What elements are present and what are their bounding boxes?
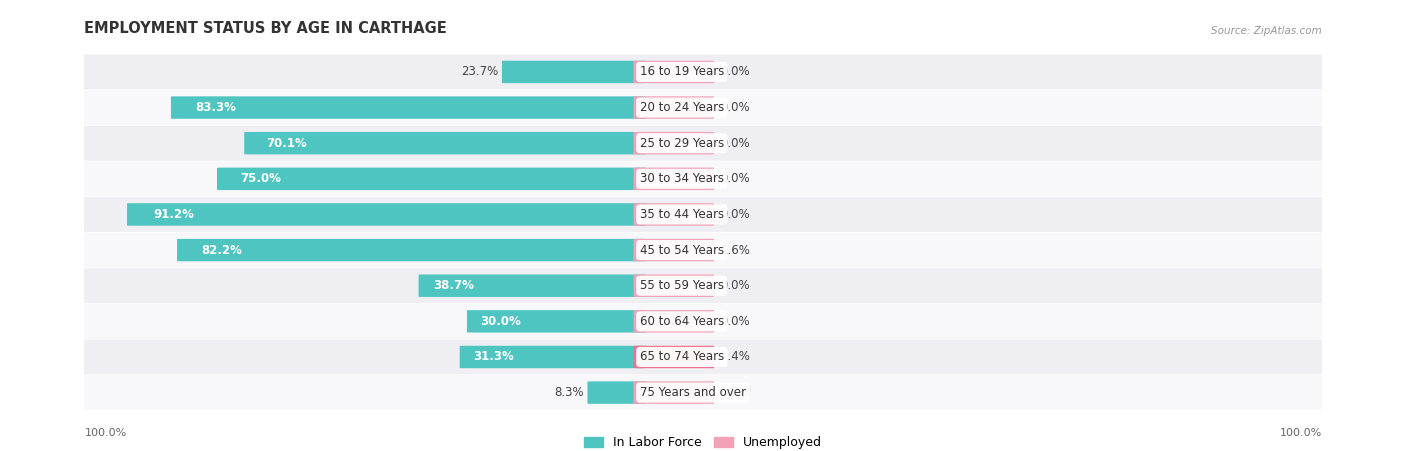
Text: 55 to 59 Years: 55 to 59 Years	[640, 279, 724, 292]
Text: 30 to 34 Years: 30 to 34 Years	[640, 172, 724, 185]
FancyBboxPatch shape	[75, 126, 1331, 161]
Text: 0.0%: 0.0%	[720, 315, 749, 328]
Text: 91.2%: 91.2%	[153, 208, 194, 221]
FancyBboxPatch shape	[75, 197, 1331, 232]
Text: 0.0%: 0.0%	[720, 137, 749, 150]
Text: 45 to 54 Years: 45 to 54 Years	[640, 244, 724, 257]
Text: 0.0%: 0.0%	[720, 279, 749, 292]
FancyBboxPatch shape	[634, 382, 714, 404]
Text: 0.0%: 0.0%	[720, 65, 749, 78]
Text: 100.0%: 100.0%	[84, 428, 127, 438]
Text: 60 to 64 Years: 60 to 64 Years	[640, 315, 724, 328]
FancyBboxPatch shape	[217, 168, 645, 190]
Text: 0.0%: 0.0%	[720, 101, 749, 114]
FancyBboxPatch shape	[634, 132, 714, 154]
Text: 20 to 24 Years: 20 to 24 Years	[640, 101, 724, 114]
Text: 0.0%: 0.0%	[720, 208, 749, 221]
FancyBboxPatch shape	[634, 61, 714, 83]
FancyBboxPatch shape	[75, 304, 1331, 339]
FancyBboxPatch shape	[75, 233, 1331, 267]
Text: EMPLOYMENT STATUS BY AGE IN CARTHAGE: EMPLOYMENT STATUS BY AGE IN CARTHAGE	[84, 21, 447, 36]
FancyBboxPatch shape	[75, 268, 1331, 303]
FancyBboxPatch shape	[172, 97, 645, 119]
FancyBboxPatch shape	[634, 239, 714, 261]
FancyBboxPatch shape	[634, 168, 714, 190]
FancyBboxPatch shape	[75, 340, 1331, 374]
FancyBboxPatch shape	[634, 346, 714, 368]
FancyBboxPatch shape	[634, 310, 714, 332]
Text: 35 to 44 Years: 35 to 44 Years	[640, 208, 724, 221]
FancyBboxPatch shape	[634, 203, 714, 226]
Text: 75.0%: 75.0%	[240, 172, 281, 185]
Text: 75 Years and over: 75 Years and over	[640, 386, 745, 399]
Legend: In Labor Force, Unemployed: In Labor Force, Unemployed	[579, 431, 827, 451]
Text: 82.2%: 82.2%	[201, 244, 242, 257]
FancyBboxPatch shape	[502, 61, 645, 83]
Text: 23.7%: 23.7%	[461, 65, 498, 78]
Text: 100.0%: 100.0%	[1279, 428, 1322, 438]
Text: 0.0%: 0.0%	[720, 172, 749, 185]
Text: 83.3%: 83.3%	[195, 101, 236, 114]
Text: Source: ZipAtlas.com: Source: ZipAtlas.com	[1211, 26, 1322, 36]
FancyBboxPatch shape	[75, 161, 1331, 196]
Text: 65 to 74 Years: 65 to 74 Years	[640, 350, 724, 364]
Text: 7.4%: 7.4%	[720, 350, 751, 364]
FancyBboxPatch shape	[245, 132, 645, 154]
Text: 1.6%: 1.6%	[720, 244, 751, 257]
FancyBboxPatch shape	[419, 275, 645, 297]
Text: 16 to 19 Years: 16 to 19 Years	[640, 65, 724, 78]
Text: 8.3%: 8.3%	[554, 386, 583, 399]
FancyBboxPatch shape	[177, 239, 645, 261]
Text: 70.1%: 70.1%	[266, 137, 307, 150]
FancyBboxPatch shape	[634, 97, 714, 119]
FancyBboxPatch shape	[460, 346, 645, 368]
FancyBboxPatch shape	[75, 55, 1331, 89]
FancyBboxPatch shape	[634, 275, 714, 297]
Text: 31.3%: 31.3%	[472, 350, 513, 364]
FancyBboxPatch shape	[75, 375, 1331, 410]
Text: 0.0%: 0.0%	[720, 386, 749, 399]
Text: 30.0%: 30.0%	[479, 315, 520, 328]
Text: 38.7%: 38.7%	[433, 279, 474, 292]
FancyBboxPatch shape	[588, 382, 645, 404]
FancyBboxPatch shape	[127, 203, 645, 226]
FancyBboxPatch shape	[467, 310, 645, 332]
FancyBboxPatch shape	[75, 90, 1331, 125]
Text: 25 to 29 Years: 25 to 29 Years	[640, 137, 724, 150]
